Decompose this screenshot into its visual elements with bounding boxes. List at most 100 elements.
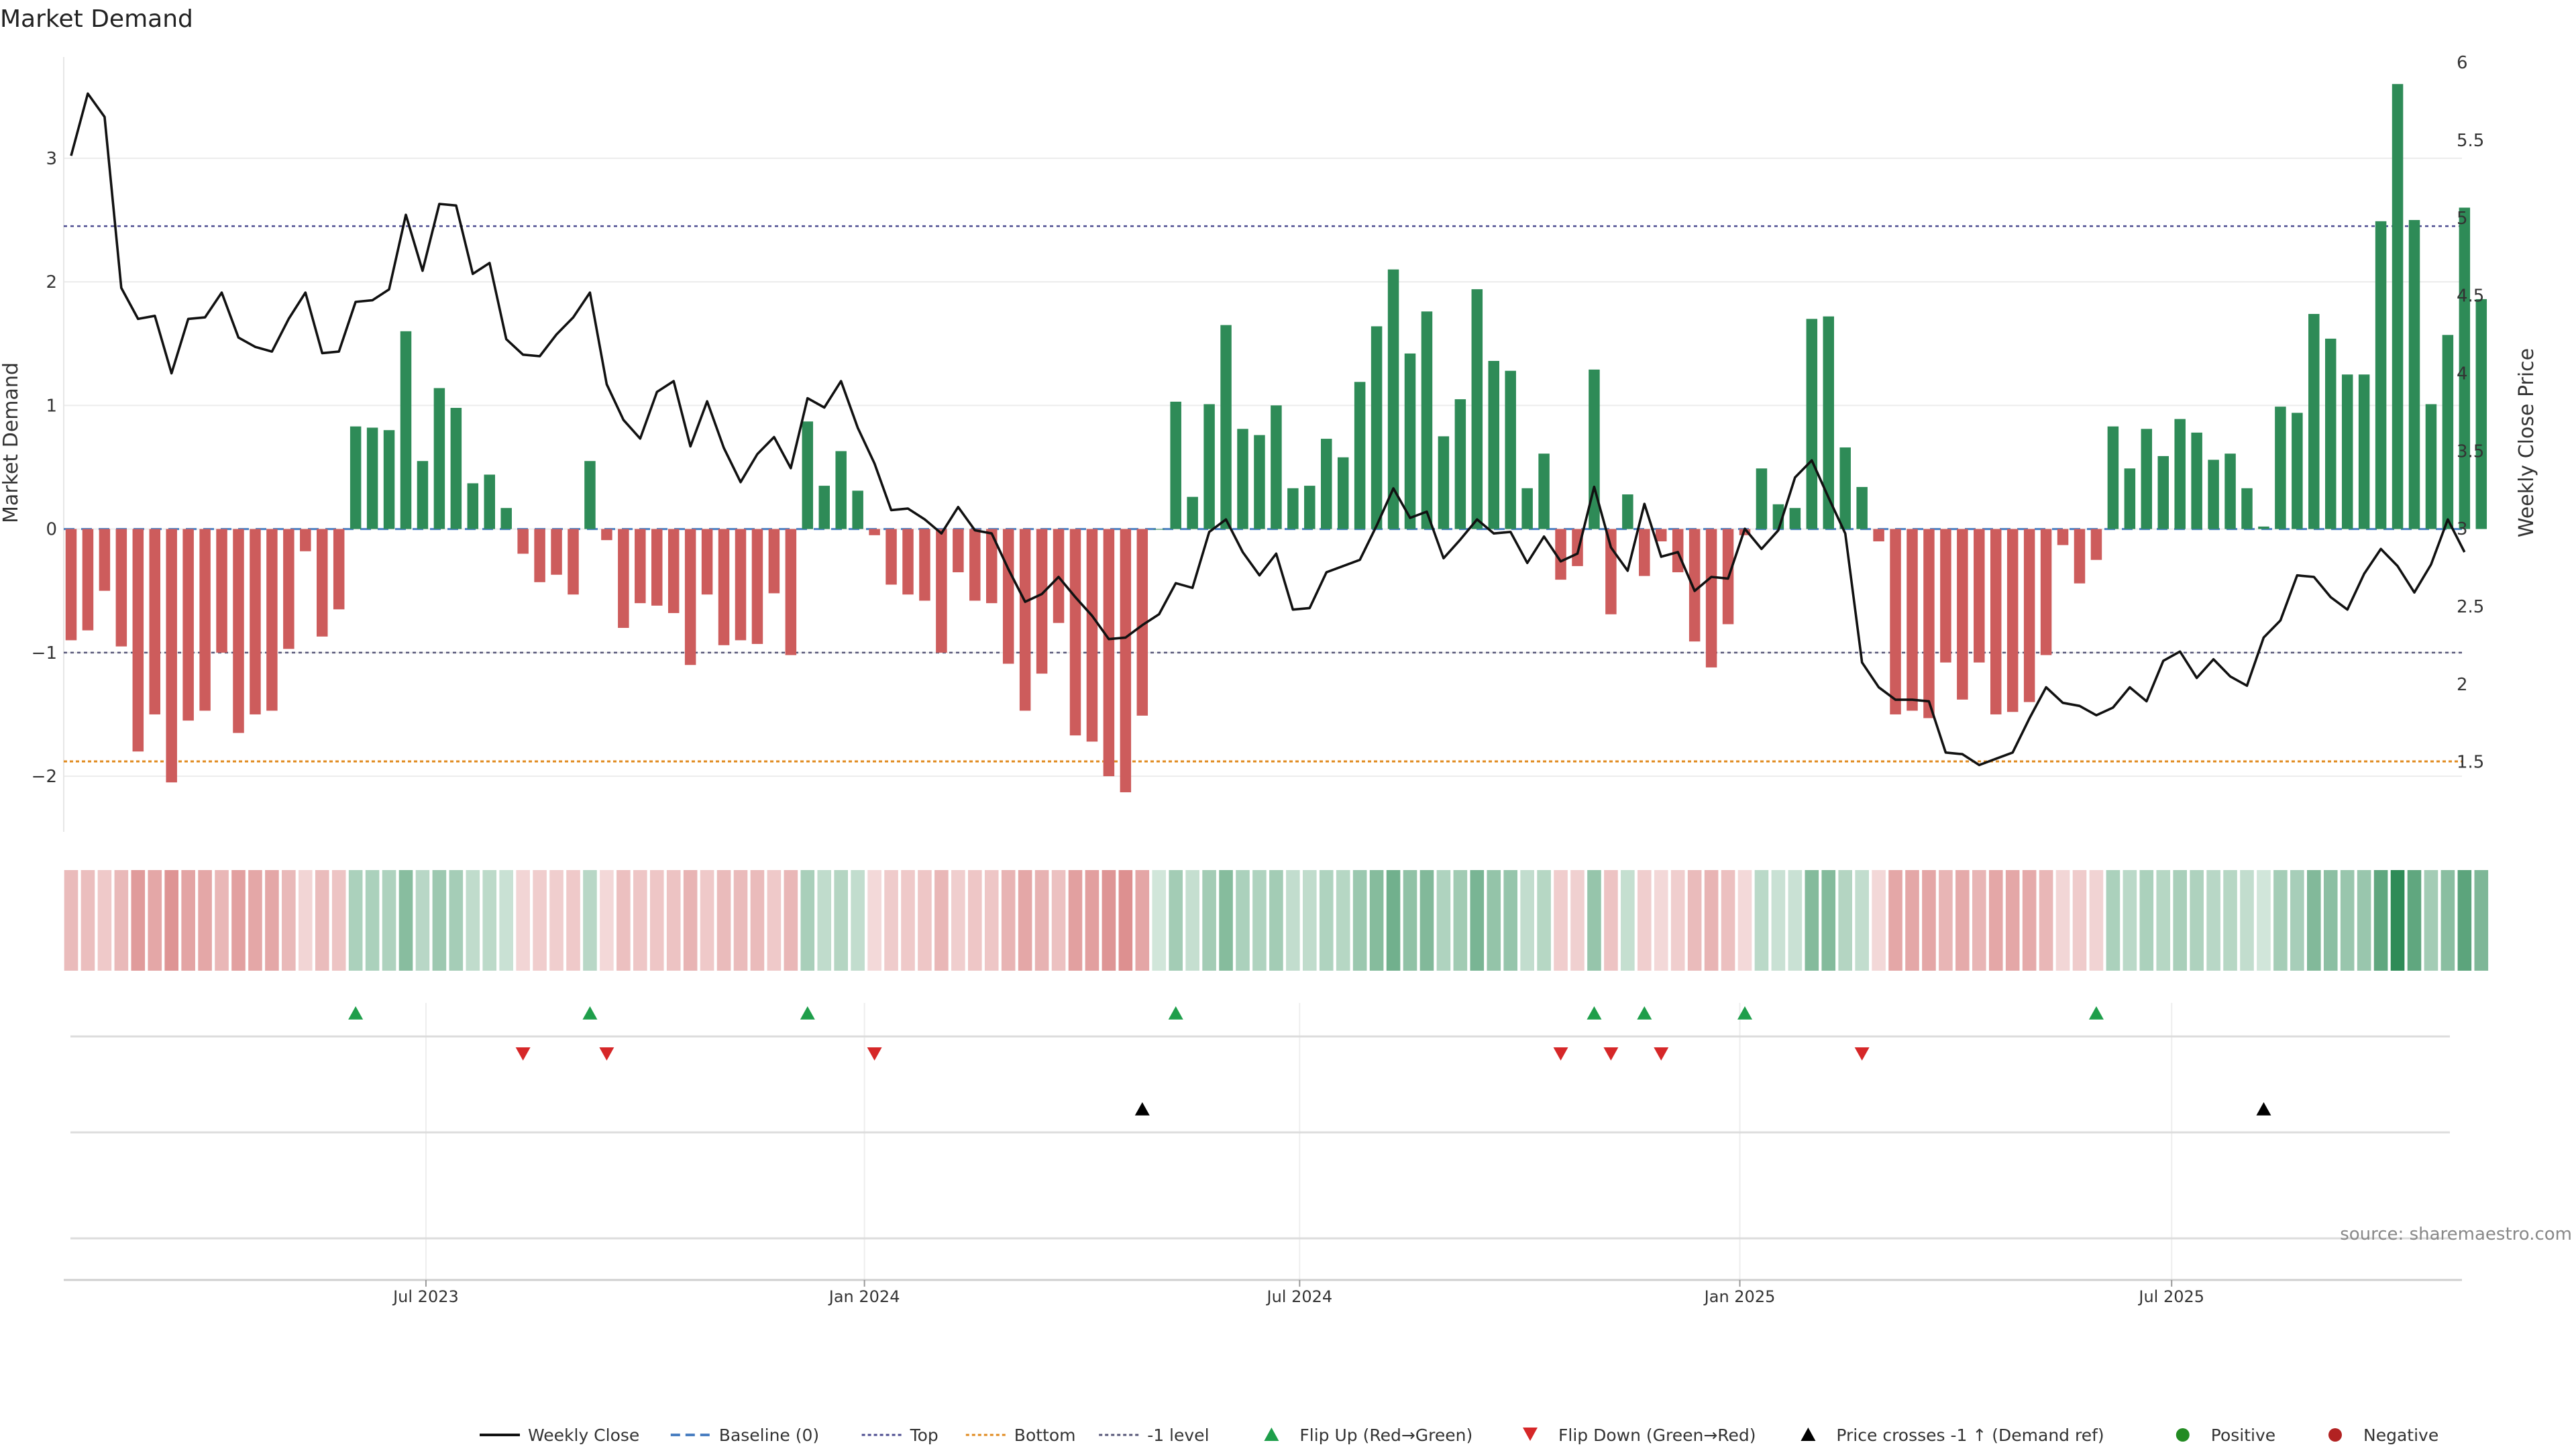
demand-bar [1454, 399, 1466, 529]
price-cross-marker [1134, 1102, 1150, 1116]
flip-up-marker [2088, 1006, 2104, 1020]
heat-cell [1068, 870, 1083, 971]
demand-bar [869, 529, 880, 535]
heat-cell [231, 870, 246, 971]
demand-bar [1605, 529, 1617, 614]
heat-cell [114, 870, 129, 971]
heat-cell [2290, 870, 2304, 971]
demand-bar [785, 529, 797, 655]
demand-bar [1287, 488, 1299, 529]
heat-cell [1219, 870, 1233, 971]
demand-bar [484, 474, 495, 529]
demand-bar [1069, 529, 1081, 736]
gridlines [63, 57, 2462, 1281]
heat-cell [784, 870, 798, 971]
heat-cell [1386, 870, 1401, 971]
demand-bar [1907, 529, 1918, 711]
source-note: source: sharemaestro.com [2340, 1224, 2572, 1244]
demand-bar [383, 430, 395, 529]
demand-bar [2358, 374, 2370, 529]
demand-bar [651, 529, 663, 606]
heat-cell [1453, 870, 1468, 971]
demand-bar [2208, 460, 2219, 529]
demand-bar [1890, 529, 1901, 714]
demand-bar [2074, 529, 2086, 584]
legend-label: Flip Up (Red→Green) [1299, 1426, 1472, 1445]
heat-cell [1587, 870, 1601, 971]
heat-cell [299, 870, 313, 971]
price-cross-marker [2256, 1102, 2271, 1116]
heat-cell [1821, 870, 1836, 971]
heat-cell [1470, 870, 1485, 971]
demand-bar [1421, 311, 1433, 529]
demand-bar [1120, 529, 1132, 793]
heat-cell [2440, 870, 2455, 971]
demand-bar [1521, 488, 1533, 529]
demand-bar [1656, 529, 1667, 542]
heat-cell [2474, 870, 2489, 971]
heat-cell [683, 870, 698, 971]
heat-cell [616, 870, 631, 971]
heat-cell [1972, 870, 1986, 971]
heat-cell [1419, 870, 1434, 971]
flip-down-marker [1854, 1047, 1870, 1061]
heat-cell [282, 870, 296, 971]
right-tick-label: 3 [2457, 519, 2468, 539]
demand-bar [2341, 374, 2353, 529]
demand-bar [1856, 486, 1868, 529]
legend-item-8: Positive [2176, 1426, 2275, 1445]
right-tick-label: 2 [2457, 675, 2468, 695]
heat-cell [1286, 870, 1300, 971]
demand-bar [450, 408, 462, 529]
heat-cell [1537, 870, 1551, 971]
heat-cell [2257, 870, 2271, 971]
heat-cell [449, 870, 464, 971]
heat-cell [1638, 870, 1652, 971]
demand-bar [2308, 313, 2320, 529]
heat-cell [1018, 870, 1032, 971]
heat-cell [181, 870, 195, 971]
heat-cell [934, 870, 949, 971]
demand-bar [1672, 529, 1684, 573]
demand-bar [1170, 401, 1181, 529]
demand-bar [2124, 468, 2136, 529]
demand-bar [1254, 435, 1265, 529]
demand-bar [1471, 289, 1483, 529]
demand-bar [1103, 529, 1115, 777]
demand-bar [1337, 457, 1349, 529]
demand-bar [1187, 496, 1198, 529]
demand-bar [2174, 419, 2186, 529]
demand-bar [216, 529, 227, 653]
demand-bar [2107, 426, 2119, 529]
heat-cell [700, 870, 714, 971]
legend-item-4: -1 level [1099, 1426, 1210, 1445]
demand-bar [1622, 494, 1633, 529]
demand-bar [1505, 370, 1516, 529]
weekly-close-series [70, 92, 2466, 767]
heat-cell [1721, 870, 1735, 971]
demand-bar [1086, 529, 1098, 742]
heat-cell [1805, 870, 1819, 971]
legend-item-1: Baseline (0) [670, 1426, 819, 1445]
heat-cell [80, 870, 95, 971]
demand-bar [2442, 335, 2454, 529]
heat-cell [1888, 870, 1902, 971]
demand-heat-strip [64, 870, 2489, 971]
x-tick-label: Jul 2025 [2137, 1287, 2204, 1306]
demand-bar [568, 529, 579, 595]
demand-bar [65, 529, 77, 641]
heat-cell [1001, 870, 1016, 971]
demand-bar [2141, 429, 2153, 529]
demand-bar [635, 529, 646, 604]
heat-cell [64, 870, 78, 971]
demand-bar [534, 529, 545, 582]
heat-cell [2407, 870, 2422, 971]
heat-cell [649, 870, 664, 971]
flip-up-marker [1737, 1006, 1752, 1020]
demand-bar [1271, 405, 1282, 529]
heat-cell [2123, 870, 2137, 971]
heat-cell [1319, 870, 1334, 971]
demand-bar [1974, 529, 1985, 663]
legend-label: Baseline (0) [719, 1426, 819, 1445]
left-tick-label: −2 [32, 767, 57, 787]
